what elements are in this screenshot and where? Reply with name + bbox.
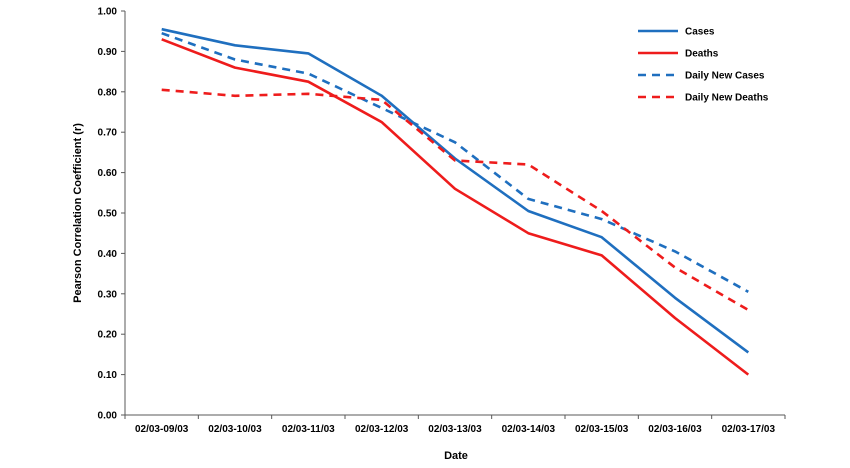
y-tick-label: 0.70 [98,128,118,139]
legend-label: Daily New Deaths [685,93,769,104]
x-tick-label: 02/03-12/03 [355,424,409,435]
y-tick-label: 0.20 [98,330,118,341]
y-tick-label: 0.80 [98,87,118,98]
x-tick-label: 02/03-13/03 [428,424,482,435]
x-tick-labels: 02/03-09/03 02/03-10/03 02/03-11/03 02/03-1… [135,424,775,435]
x-tick-label: 02/03-15/03 [575,424,629,435]
x-tick-label: 02/03-14/03 [502,424,556,435]
series-line-deaths [161,38,750,376]
legend-label: Deaths [685,49,719,60]
axes [121,10,786,419]
y-tick-labels: 0.00 0.10 0.20 0.30 0.40 0.50 0.60 0.70 0.80 0.90… [98,7,118,422]
y-tick-label: 0.40 [98,249,118,260]
series-line-daily-new-cases [161,31,749,293]
y-tick-label: 0.00 [98,411,118,422]
x-tick-label: 02/03-09/03 [135,424,189,435]
y-tick-label: 1.00 [98,7,118,18]
legend: Cases Deaths Daily New Cases Daily New Deat… [638,27,769,104]
y-tick-label: 0.50 [98,209,118,220]
x-tick-label: 02/03-10/03 [208,424,262,435]
legend-label: Cases [685,27,715,38]
series-line-cases [161,27,750,354]
y-tick-label: 0.90 [98,47,118,58]
y-tick-label: 0.60 [98,168,118,179]
x-tick-label: 02/03-17/03 [722,424,776,435]
x-tick-label: 02/03-16/03 [648,424,702,435]
series-line-daily-new-deaths [161,88,749,312]
legend-label: Daily New Cases [685,71,765,82]
y-axis-title: Pearson Correlation Coefficient (r) [72,123,84,303]
x-tick-label: 02/03-11/03 [282,424,335,435]
x-axis-title: Date [444,450,468,462]
series-lines [161,27,750,376]
y-tick-label: 0.30 [98,289,118,300]
y-tick-label: 0.10 [98,370,118,381]
